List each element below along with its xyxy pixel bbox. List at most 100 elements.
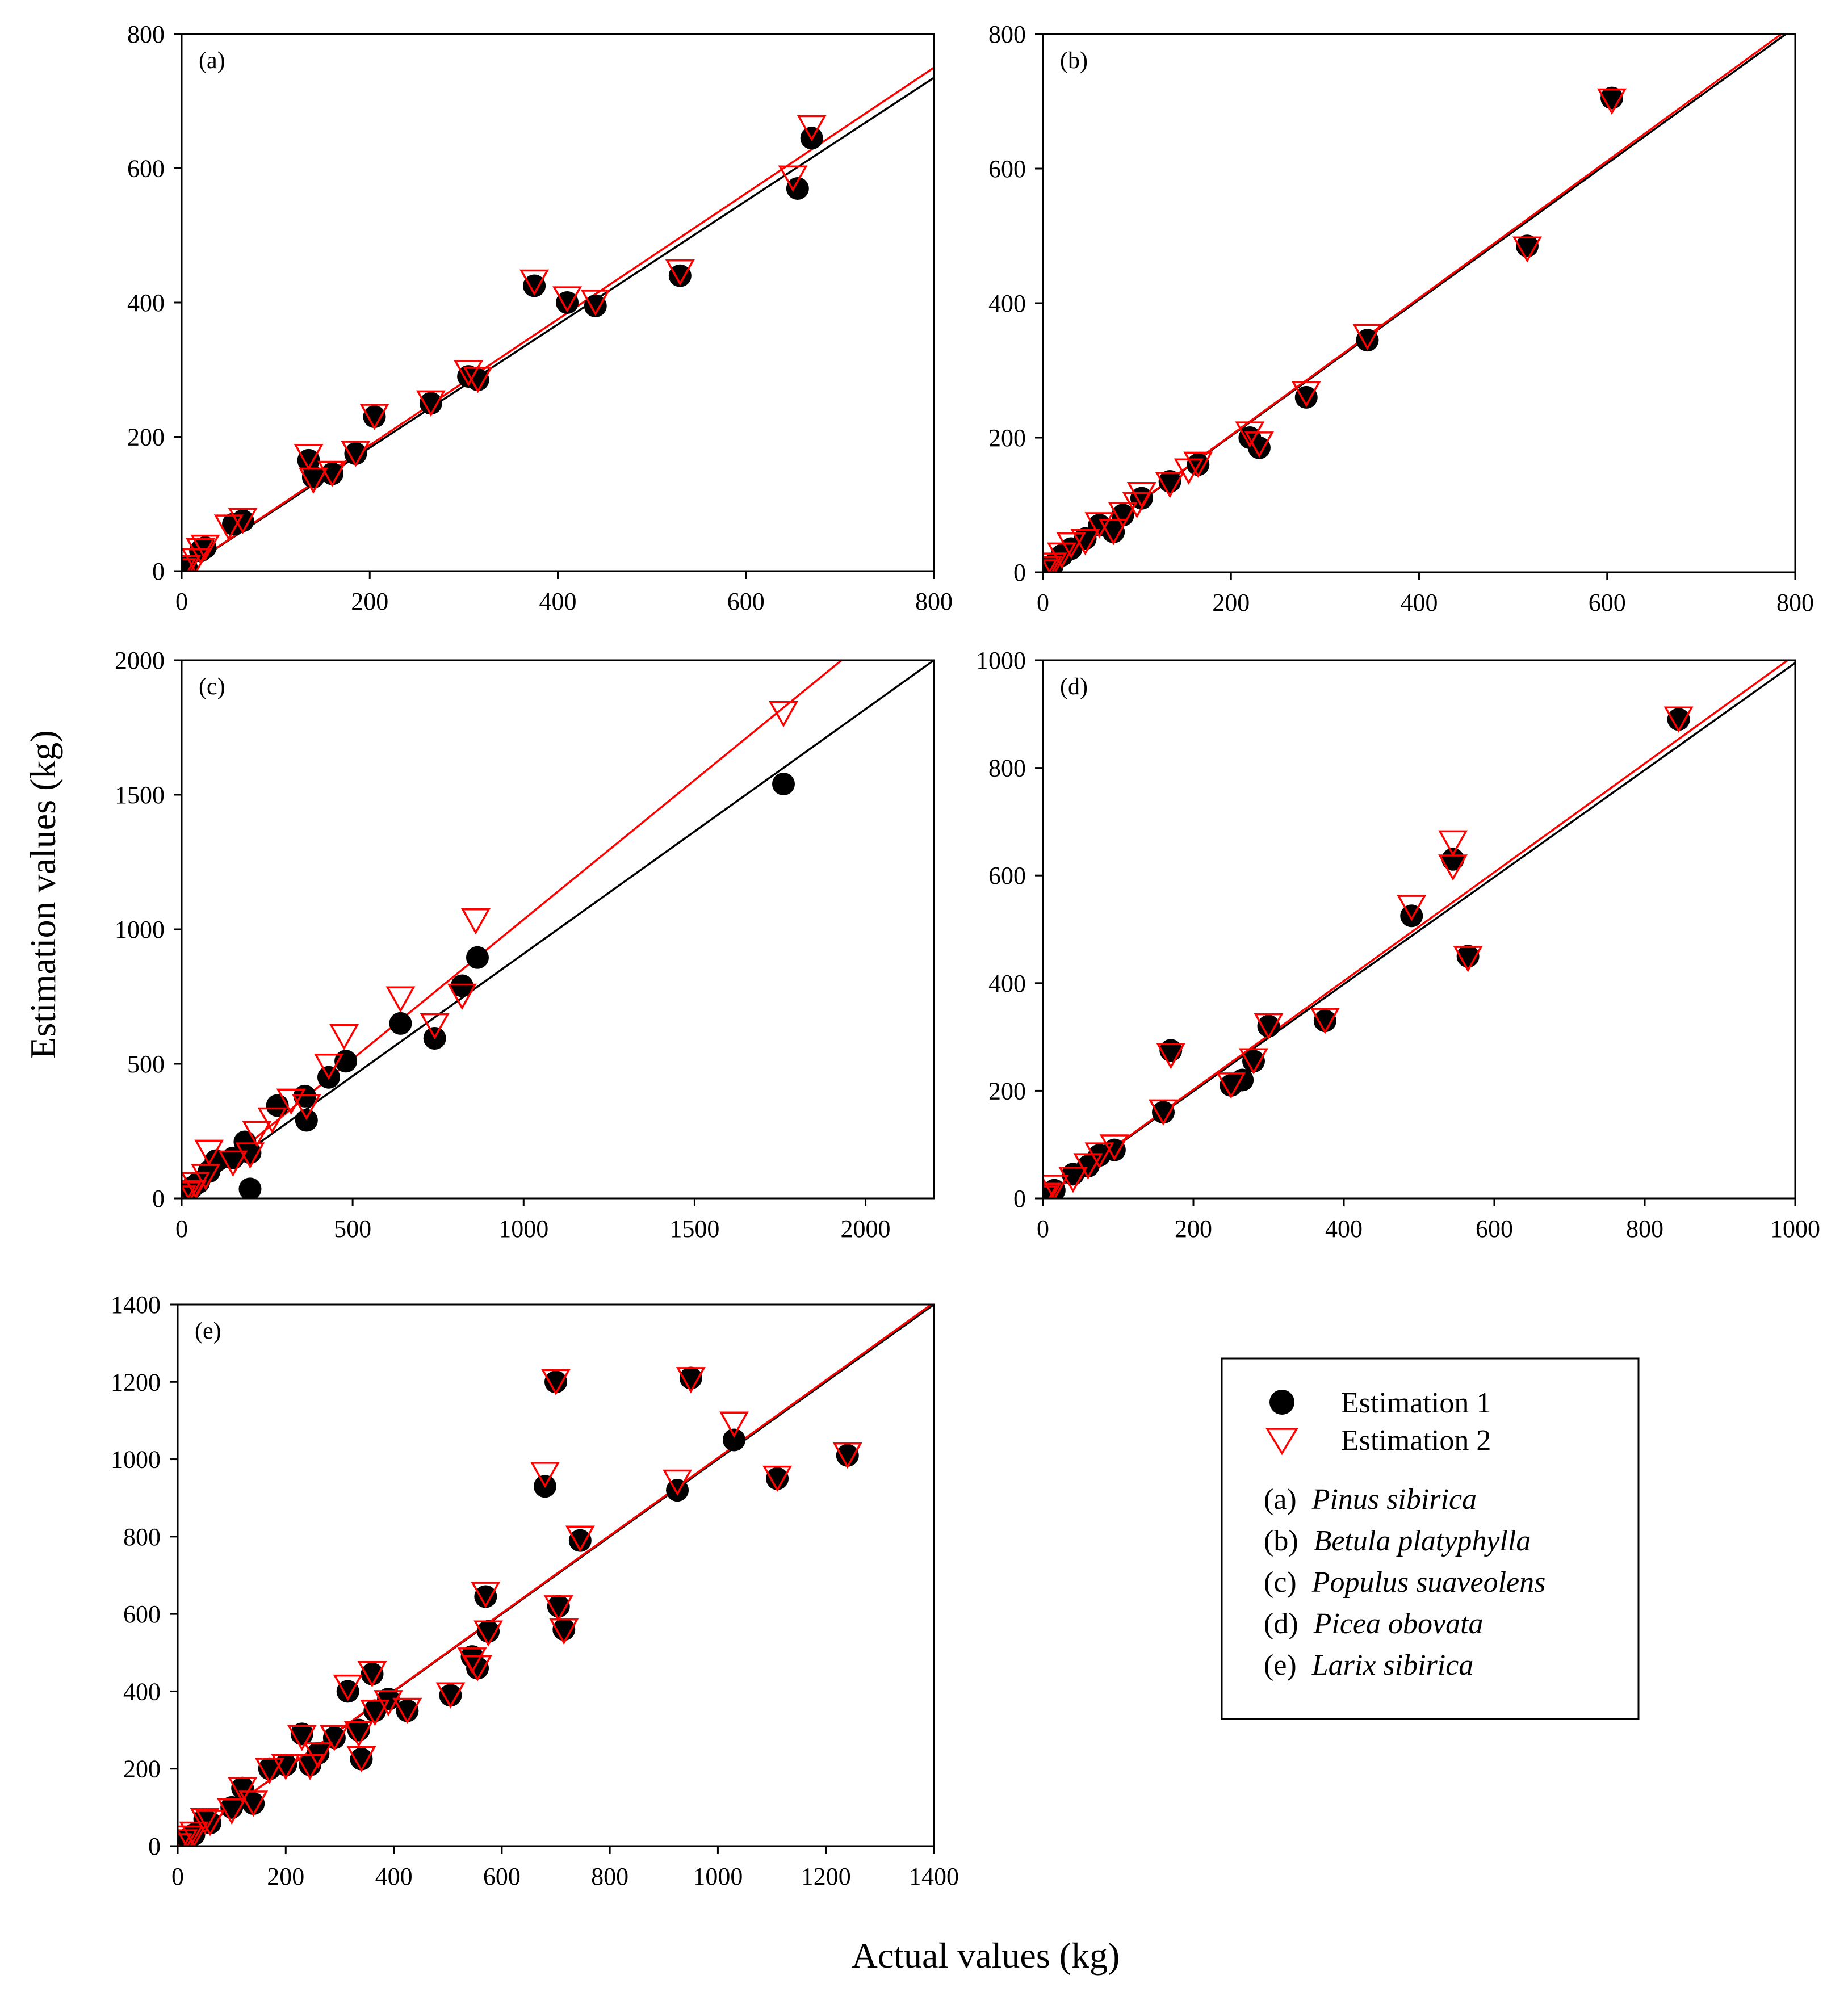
fit-line-fit-1	[182, 660, 934, 1198]
point-estimation-2	[1099, 519, 1129, 546]
legend-species-b: (b) Betula platyphylla	[1264, 1525, 1531, 1557]
point-estimation-2	[178, 1825, 204, 1846]
point-estimation-2	[1291, 381, 1321, 408]
point-estimation-2	[473, 1620, 504, 1647]
point-estimation-2	[1047, 542, 1077, 569]
y-tick-label: 400	[127, 289, 165, 317]
point-estimation-2	[471, 1582, 501, 1608]
point-estimation-2	[1073, 1153, 1103, 1180]
y-tick-label: 0	[152, 1185, 165, 1213]
point-estimation-2	[663, 1469, 693, 1496]
point-estimation-2	[238, 1790, 269, 1817]
point-estimation-2	[195, 1810, 225, 1836]
point-estimation-2	[254, 1758, 284, 1784]
plot-area	[182, 66, 934, 571]
x-tick-label: 1000	[1770, 1215, 1820, 1243]
point-estimation-1	[556, 291, 579, 314]
point-estimation-1	[307, 1742, 330, 1765]
plot-area	[1043, 660, 1795, 1198]
y-tick-label: 200	[123, 1755, 161, 1783]
y-tick-label: 400	[123, 1678, 161, 1705]
point-estimation-2	[190, 534, 220, 561]
panel-a: 0 200 400 600 800 0 200 400 600 800 (a)	[127, 20, 953, 615]
point-estimation-1	[1294, 385, 1318, 409]
point-estimation-1	[1152, 1101, 1175, 1124]
point-estimation-1	[439, 1684, 462, 1707]
x-tick-label: 200	[267, 1863, 304, 1890]
y-tick-label: 600	[127, 155, 165, 183]
point-estimation-2	[218, 1150, 248, 1177]
point-estimation-2	[317, 460, 347, 488]
point-estimation-2	[1043, 1175, 1069, 1198]
point-estimation-2	[416, 390, 446, 417]
legend-species-tag: (e)	[1264, 1649, 1297, 1681]
x-tick-label: 0	[171, 1863, 184, 1890]
point-estimation-2	[1043, 556, 1063, 572]
point-estimation-1	[396, 1699, 419, 1722]
legend-species-c: (c) Populus suaveolens	[1264, 1566, 1545, 1599]
point-estimation-1	[450, 974, 473, 997]
x-tick-label: 0	[175, 588, 188, 615]
point-estimation-1	[389, 1012, 412, 1035]
point-estimation-2	[1235, 421, 1265, 448]
point-estimation-1	[295, 1109, 318, 1132]
point-estimation-1	[568, 1529, 592, 1552]
y-tick-label: 400	[988, 970, 1026, 997]
point-estimation-2	[778, 165, 808, 192]
legend-species-name: Larix sibirica	[1311, 1649, 1474, 1681]
point-estimation-1	[544, 1370, 567, 1394]
point-estimation-2	[242, 1121, 272, 1147]
point-estimation-2	[295, 1754, 325, 1780]
legend-species-a: (a) Pinus sibirica	[1264, 1483, 1477, 1516]
x-tick-label: 800	[591, 1863, 628, 1890]
panel-label: (b)	[1060, 48, 1088, 74]
point-estimation-2	[552, 286, 583, 313]
x-tick-label: 200	[1212, 589, 1250, 617]
y-tick-label: 1000	[111, 1446, 161, 1474]
legend-species-tag: (b)	[1264, 1525, 1298, 1557]
point-estimation-2	[460, 908, 491, 935]
legend-species-tag: (a)	[1264, 1483, 1297, 1516]
x-axis-title: Actual values (kg)	[852, 1935, 1120, 1976]
point-estimation-2	[1512, 236, 1542, 263]
point-estimation-1	[1247, 436, 1271, 459]
point-estimation-1	[1400, 904, 1423, 928]
point-estimation-2	[549, 1618, 579, 1645]
y-tick-label: 1500	[115, 781, 165, 809]
point-estimation-2	[194, 1139, 224, 1166]
legend-label-estimation-1: Estimation 1	[1341, 1387, 1491, 1419]
point-estimation-1	[466, 368, 489, 391]
y-tick-label: 0	[148, 1832, 161, 1860]
x-tick-label: 600	[727, 588, 765, 615]
point-estimation-1	[1257, 1014, 1280, 1038]
point-estimation-2	[228, 508, 258, 534]
point-estimation-2	[1352, 324, 1382, 350]
point-estimation-1	[552, 1618, 576, 1641]
y-tick-label: 0	[152, 557, 165, 585]
legend-marker-estimation-1	[1269, 1390, 1294, 1415]
y-tick-label: 200	[127, 423, 165, 451]
point-estimation-1	[474, 1585, 497, 1608]
point-estimation-2	[454, 360, 484, 387]
point-estimation-1	[477, 1620, 500, 1643]
point-estimation-1	[766, 1467, 789, 1490]
point-estimation-2	[1216, 1072, 1246, 1099]
panel-label: (d)	[1060, 674, 1088, 700]
point-estimation-2	[313, 1053, 343, 1080]
point-estimation-2	[287, 1725, 317, 1751]
point-estimation-2	[447, 983, 477, 1010]
y-tick-label: 0	[1013, 1185, 1026, 1213]
point-estimation-2	[298, 467, 328, 494]
point-estimation-1	[266, 1094, 289, 1117]
point-estimation-2	[1043, 552, 1067, 572]
point-estimation-2	[1663, 706, 1694, 733]
point-estimation-2	[519, 269, 550, 296]
point-estimation-2	[676, 1367, 706, 1394]
point-estimation-2	[385, 986, 416, 1013]
legend-box	[1221, 1357, 1640, 1720]
legend-species-name: Betula platyphylla	[1314, 1525, 1531, 1557]
point-estimation-2	[463, 367, 493, 393]
plot-area	[1043, 34, 1788, 572]
x-tick-label: 0	[1037, 589, 1049, 617]
point-estimation-1	[466, 946, 489, 969]
